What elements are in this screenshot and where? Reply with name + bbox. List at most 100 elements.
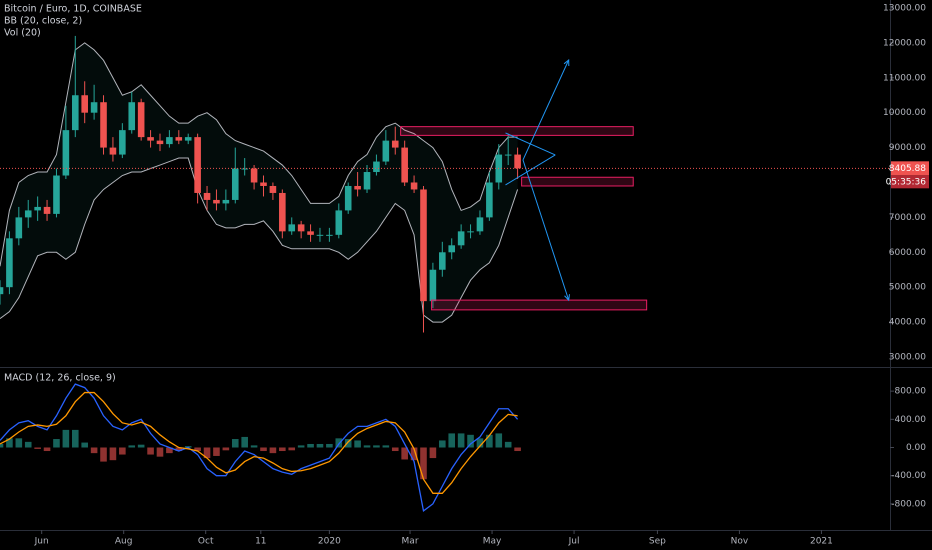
macd-histogram-bar	[476, 438, 484, 448]
candle-body	[231, 168, 239, 200]
macd-histogram-bar	[382, 445, 390, 448]
macd-histogram-bar	[495, 433, 503, 448]
candle-body	[429, 269, 437, 302]
macd-histogram-bar	[514, 447, 521, 452]
macd-histogram-bar	[71, 429, 79, 448]
macd-histogram-bar	[137, 444, 145, 448]
macd-histogram-bar	[34, 447, 41, 449]
chart-title: Bitcoin / Euro, 1D, COINBASE	[4, 4, 142, 15]
candle-body	[0, 287, 4, 295]
candle-body	[391, 140, 399, 148]
macd-histogram-bar	[260, 447, 267, 452]
y-tick-label: 10000.00	[883, 108, 926, 118]
candle-body	[119, 130, 126, 155]
macd-histogram-bar	[241, 436, 248, 448]
x-tick-label: 2021	[810, 537, 833, 547]
macd-histogram-bar	[213, 447, 220, 456]
candle-body	[486, 182, 493, 218]
y-tick-label: 400.00	[895, 415, 927, 425]
candle-body	[194, 137, 201, 193]
candle-body	[448, 245, 456, 253]
y-tick-label: 11000.00	[883, 73, 926, 83]
candle-body	[43, 206, 51, 214]
candle-body	[410, 182, 418, 190]
candle-body	[81, 95, 88, 113]
macd-histogram-bar	[410, 447, 418, 461]
macd-histogram-bar	[81, 442, 88, 448]
plot	[0, 35, 890, 513]
candle-body	[382, 140, 390, 162]
macd-histogram-bar	[326, 443, 333, 448]
indicator-label: Vol (20)	[4, 28, 41, 39]
arrow	[522, 59, 570, 161]
macd-histogram-bar	[288, 447, 296, 451]
macd-histogram-bar	[156, 447, 164, 457]
macd-histogram-bar	[0, 443, 4, 448]
countdown-label: 05:35:36	[886, 177, 927, 187]
candle-body	[297, 224, 305, 232]
macd-histogram-bar	[391, 447, 399, 452]
y-tick-label: 6000.00	[889, 248, 926, 258]
macd-histogram-bar	[24, 441, 32, 448]
x-tick-label: 11	[255, 537, 266, 547]
candle-body	[326, 234, 333, 236]
candle-body	[373, 161, 380, 173]
macd-histogram-bar	[420, 447, 427, 480]
macd-histogram-bar	[43, 447, 51, 452]
candle-body	[250, 168, 258, 183]
macd-histogram-bar	[62, 429, 70, 448]
candle-body	[514, 154, 521, 169]
candle-body	[222, 199, 230, 204]
y-tick-label: -800.00	[891, 499, 926, 509]
macd-histogram-bar	[222, 447, 230, 451]
countdown-tag	[891, 175, 929, 189]
candle-body	[260, 182, 267, 186]
candle-body	[363, 172, 371, 190]
x-tick-label: Oct	[198, 537, 214, 547]
macd-histogram-bar	[119, 447, 126, 455]
candle-body	[241, 168, 248, 170]
zone	[431, 299, 648, 311]
candle-body	[457, 231, 465, 246]
macd-histogram-bar	[100, 447, 107, 462]
candle-body	[420, 189, 427, 302]
x-tick-label: Sep	[649, 537, 666, 547]
candle-body	[15, 217, 23, 239]
macd-histogram-bar	[250, 445, 258, 448]
arrow-head	[563, 58, 570, 67]
macd-histogram-bar	[279, 447, 286, 452]
arrow-head	[564, 294, 570, 302]
band-line	[0, 157, 519, 323]
macd-histogram-bar	[429, 447, 437, 459]
candle-body	[175, 137, 183, 141]
zone	[400, 126, 634, 136]
candle-body	[24, 210, 32, 218]
macd-histogram-bar	[6, 438, 13, 448]
band-line	[0, 42, 518, 267]
macd-histogram-bar	[307, 443, 314, 448]
arrow	[522, 159, 570, 301]
candle-body	[90, 102, 98, 113]
last-price-label: 8405.88	[889, 164, 926, 174]
macd-histogram-bar	[457, 433, 465, 448]
macd-line	[0, 383, 519, 513]
macd-histogram-bar	[194, 447, 201, 452]
macd-histogram-bar	[53, 439, 60, 448]
candle-body	[62, 130, 70, 176]
macd-histogram-bar	[486, 434, 493, 448]
y-tick-label: 7000.00	[889, 213, 926, 223]
macd-histogram-bar	[344, 439, 352, 448]
y-tick-label: 9000.00	[889, 143, 926, 153]
y-tick-label: -400.00	[891, 471, 926, 481]
macd-histogram-bar	[231, 439, 239, 448]
candle-body	[6, 238, 13, 288]
macd-histogram-bar	[175, 447, 183, 452]
candle-body	[354, 185, 361, 190]
x-tick-label: Aug	[115, 537, 133, 547]
candle-body	[307, 231, 314, 235]
candle-body	[504, 154, 512, 156]
candle-body	[467, 231, 474, 233]
candle-body	[184, 137, 192, 141]
